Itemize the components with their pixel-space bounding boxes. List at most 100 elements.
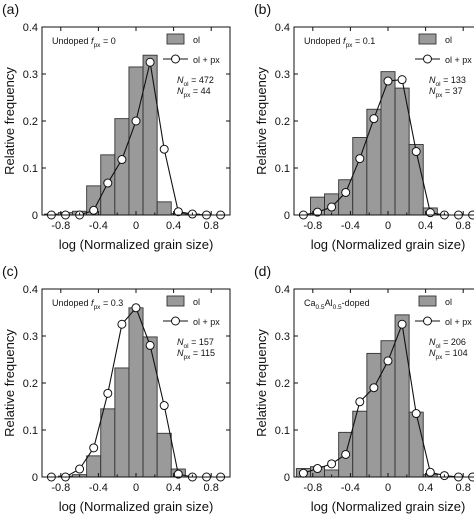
- annotation-value: = 0.1: [352, 36, 375, 46]
- count-symbol: N: [177, 348, 184, 358]
- line-marker: [298, 468, 308, 478]
- x-tick-label: 0.8: [456, 482, 471, 494]
- line-marker: [159, 144, 169, 154]
- histogram-bar: [408, 411, 424, 478]
- y-tick-label: 0.3: [23, 331, 38, 343]
- line-marker: [159, 401, 169, 411]
- count-annotation: Npx = 44: [177, 86, 211, 99]
- y-tick-label: 0.1: [275, 425, 290, 437]
- x-tick-label: 0.4: [418, 482, 433, 494]
- annotation-value: = 0.3: [100, 298, 123, 308]
- line-marker: [355, 397, 365, 407]
- panel-label: (a): [2, 1, 19, 17]
- line-marker: [369, 383, 379, 393]
- y-axis-label: Relative frequency: [2, 67, 17, 175]
- y-tick-label: 0.3: [275, 331, 290, 343]
- annotation-value: = 0: [100, 36, 115, 46]
- legend-bar-swatch: [166, 33, 185, 45]
- histogram-bar: [366, 108, 382, 216]
- x-tick-label: 0.8: [456, 220, 471, 232]
- count-subscript: px: [436, 354, 444, 361]
- y-tick-label: 0.1: [275, 163, 290, 175]
- condition-annotation: Undoped fpx = 0.3: [52, 298, 123, 311]
- count-subscript: ol: [436, 81, 442, 88]
- legend-label-olpx: ol + px: [193, 55, 220, 65]
- histogram-bar: [100, 408, 116, 478]
- panel-label: (d): [254, 263, 271, 279]
- count-annotation: Npx = 37: [429, 86, 463, 99]
- line-marker: [313, 464, 322, 474]
- legend-label-ol: ol: [445, 35, 452, 45]
- x-tick-label: 0: [385, 220, 391, 232]
- count-subscript: px: [436, 92, 444, 99]
- legend-bar-swatch: [418, 295, 437, 307]
- count-annotation: Npx = 104: [429, 348, 468, 361]
- line-marker: [173, 207, 183, 217]
- histogram-bar: [142, 336, 158, 478]
- annotation-subscript: px: [94, 42, 102, 49]
- y-tick-label: 0.4: [23, 22, 38, 34]
- count-value: = 206: [441, 337, 466, 347]
- x-tick-label: 0: [133, 482, 139, 494]
- x-axis-label: log (Normalized grain size): [311, 499, 466, 514]
- histogram-bar: [128, 66, 144, 216]
- panel-label: (c): [2, 263, 18, 279]
- line-marker: [89, 443, 99, 453]
- x-tick-label: 0: [133, 220, 139, 232]
- line-marker: [131, 303, 141, 313]
- y-tick-label: 0: [32, 210, 38, 222]
- y-tick-label: 0.2: [275, 378, 290, 390]
- y-tick-label: 0.3: [23, 69, 38, 81]
- line-marker: [103, 388, 113, 398]
- legend-label-olpx: ol + px: [193, 317, 220, 327]
- count-subscript: px: [184, 92, 192, 99]
- y-tick-label: 0.2: [275, 116, 290, 128]
- line-marker: [327, 202, 337, 212]
- count-value: = 37: [442, 86, 462, 96]
- x-tick-label: -0.8: [51, 220, 70, 232]
- x-tick-label: 0.4: [166, 220, 181, 232]
- count-symbol: N: [429, 75, 436, 85]
- count-subscript: ol: [436, 343, 442, 350]
- histogram-bar: [114, 367, 130, 478]
- legend-bar-swatch: [166, 295, 185, 307]
- x-tick-label: -0.4: [89, 220, 108, 232]
- legend-label-olpx: ol + px: [445, 55, 472, 65]
- line-marker: [411, 409, 421, 419]
- annotation-symbol: f: [343, 36, 347, 46]
- histogram-bar: [394, 314, 410, 478]
- annotation-subscript: px: [94, 304, 102, 311]
- line-marker: [313, 207, 322, 217]
- line-marker: [341, 449, 351, 459]
- line-marker: [397, 75, 407, 85]
- y-tick-label: 0.1: [23, 425, 38, 437]
- line-marker: [369, 114, 379, 124]
- annotation-subscript: px: [346, 42, 354, 49]
- line-marker: [145, 340, 155, 350]
- histogram-bar: [128, 307, 144, 478]
- count-value: = 104: [442, 348, 467, 358]
- count-annotation: Nol = 206: [429, 337, 466, 350]
- x-tick-label: 0.8: [204, 220, 219, 232]
- line-marker: [341, 187, 351, 197]
- count-annotation: Npx = 115: [177, 348, 215, 361]
- legend-marker-swatch: [423, 54, 432, 64]
- line-marker: [117, 155, 127, 165]
- line-marker: [355, 154, 365, 164]
- histogram-bar: [352, 136, 368, 216]
- legend-marker-swatch: [171, 54, 180, 64]
- legend-bar-swatch: [418, 33, 437, 45]
- annotation-part: -doped: [342, 298, 370, 308]
- panel-2: (b) 0 0.1 0.2 0.3 0.4 -0.8 -0.4 0 0.4 0.8 log (Norm…: [254, 1, 474, 252]
- count-value: = 133: [441, 75, 466, 85]
- y-tick-label: 0.2: [23, 378, 38, 390]
- x-tick-label: -0.8: [303, 482, 322, 494]
- x-tick-label: -0.8: [51, 482, 70, 494]
- legend-label-ol: ol: [193, 297, 200, 307]
- legend-label-ol: ol: [445, 297, 452, 307]
- count-subscript: px: [184, 354, 192, 361]
- line-marker: [173, 469, 183, 479]
- x-axis-label: log (Normalized grain size): [59, 237, 214, 252]
- count-value: = 44: [190, 86, 210, 96]
- y-axis-label: Relative frequency: [254, 67, 269, 175]
